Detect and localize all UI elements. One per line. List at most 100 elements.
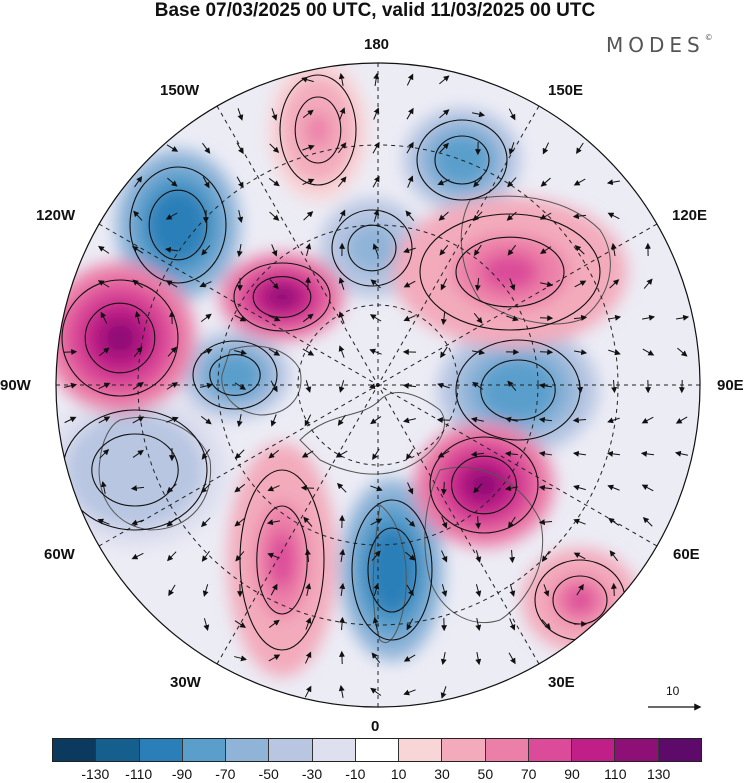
wind-arrow-icon: [436, 416, 451, 423]
streamline: [419, 213, 601, 331]
streamline: [256, 505, 308, 615]
lon-label-150e: 150E: [548, 82, 584, 99]
wind-arrow-icon: [403, 247, 416, 254]
colorbar-tick-label: 130: [646, 766, 671, 782]
wind-arrow-icon: [441, 550, 448, 563]
lon-label-60e: 60E: [673, 546, 700, 563]
wind-arrow-icon: [338, 380, 345, 393]
wind-arrow-icon: [202, 176, 210, 189]
colorbar-swatch: [139, 739, 183, 761]
wind-arrow-icon: [63, 348, 78, 355]
colorbar-swatch: [312, 739, 356, 761]
wind-arrow-icon: [271, 108, 278, 121]
wind-arrow-icon: [574, 245, 585, 255]
colorbar-tick-label: -130: [81, 766, 110, 782]
wind-arrow-icon: [608, 314, 622, 321]
wind-arrow-icon: [132, 416, 145, 424]
streamline: [192, 340, 278, 410]
streamline: [233, 262, 331, 332]
wind-arrow-icon: [440, 652, 447, 666]
wind-arrow-icon: [305, 276, 312, 291]
wind-arrow-icon: [305, 380, 312, 393]
wind-arrow-icon: [166, 416, 179, 423]
wind-arrow-icon: [97, 518, 110, 525]
wind-arrow-icon: [305, 617, 312, 630]
brand-mark: ©: [704, 33, 713, 42]
streamline: [331, 209, 413, 287]
colorbar-swatch: [615, 739, 659, 761]
wind-arrow-icon: [271, 244, 278, 257]
wind-arrow-icon: [440, 278, 448, 291]
wind-arrow-icon: [338, 684, 345, 698]
wind-arrow-icon: [268, 449, 280, 459]
colorbar-swatch: [442, 739, 486, 761]
positive-anomaly: [268, 530, 296, 590]
wind-arrow-icon: [200, 415, 212, 425]
wind-arrow-icon: [269, 143, 280, 153]
wind-arrow-icon: [99, 347, 110, 357]
colorbar-tick-label: -30: [301, 766, 323, 782]
wind-arrow-icon: [371, 652, 381, 664]
colorbar-tick-label: -110: [125, 766, 153, 782]
wind-arrow-icon: [609, 279, 620, 289]
streamline: [367, 527, 417, 613]
wind-arrow-icon: [268, 178, 280, 187]
wind-arrow-icon: [538, 484, 553, 491]
wind-arrow-icon: [237, 210, 244, 224]
wind-arrow-icon: [132, 449, 144, 458]
colorbar-swatch: [269, 739, 313, 761]
negative-anomaly: [162, 206, 194, 244]
wind-arrow-icon: [406, 448, 414, 461]
wind-arrow-icon: [509, 549, 516, 564]
wind-arrow-icon: [337, 414, 346, 426]
wind-arrow-icon: [372, 175, 380, 188]
colorbar-swatch: [226, 739, 270, 761]
wind-arrow-icon: [438, 211, 449, 221]
wind-arrow-icon: [406, 584, 414, 597]
streamline: [429, 436, 539, 534]
wind-arrow-icon: [373, 583, 380, 596]
streamline: [455, 236, 565, 308]
wind-arrow-icon: [508, 652, 516, 665]
streamline: [209, 354, 261, 396]
wind-arrow-icon: [370, 485, 383, 492]
map-boundary: [55, 62, 701, 708]
wind-arrow-icon: [368, 383, 382, 390]
wind-arrow-icon: [407, 175, 414, 188]
wind-arrow-icon: [437, 382, 450, 389]
chart-title: Base 07/03/2025 00 UTC, valid 11/03/2025…: [154, 0, 596, 21]
lon-label-30w: 30W: [170, 674, 201, 691]
wind-arrow-icon: [234, 655, 247, 662]
wind-arrow-icon: [577, 379, 584, 394]
wind-arrow-icon: [474, 277, 481, 292]
wind-arrow-icon: [406, 141, 414, 154]
lon-label-180: 180: [364, 36, 390, 53]
wind-arrow-icon: [437, 179, 450, 186]
wind-arrow-icon: [440, 686, 447, 699]
wind-arrow-icon: [472, 111, 486, 118]
wind-arrow-icon: [300, 484, 315, 491]
wind-arrow-icon: [131, 552, 144, 560]
wind-arrow-icon: [369, 348, 382, 355]
wind-arrow-icon: [338, 311, 345, 324]
colorbar-swatch: [399, 739, 443, 761]
wind-arrow-icon: [609, 550, 619, 562]
wind-arrow-icon: [641, 416, 654, 424]
wind-arrow-icon: [98, 245, 110, 254]
wind-arrow-icon: [336, 482, 347, 493]
wind-arrow-icon: [573, 178, 586, 186]
negative-anomaly: [221, 363, 249, 387]
streamline: [480, 359, 556, 421]
colorbar-swatch: [182, 739, 227, 761]
wind-arrow-icon: [373, 107, 380, 120]
wind-arrow-icon: [576, 583, 584, 596]
colorbar-tick-label: -90: [171, 766, 193, 782]
wind-arrow-icon: [167, 346, 177, 357]
colorbar-tick-label: -50: [258, 766, 279, 782]
wind-arrow-icon: [643, 278, 653, 289]
wind-arrow-icon: [200, 348, 213, 355]
wind-arrow-icon: [266, 519, 280, 526]
wind-arrow-icon: [470, 416, 484, 423]
positive-anomaly: [266, 285, 298, 309]
lon-label-120e: 120E: [672, 207, 708, 224]
